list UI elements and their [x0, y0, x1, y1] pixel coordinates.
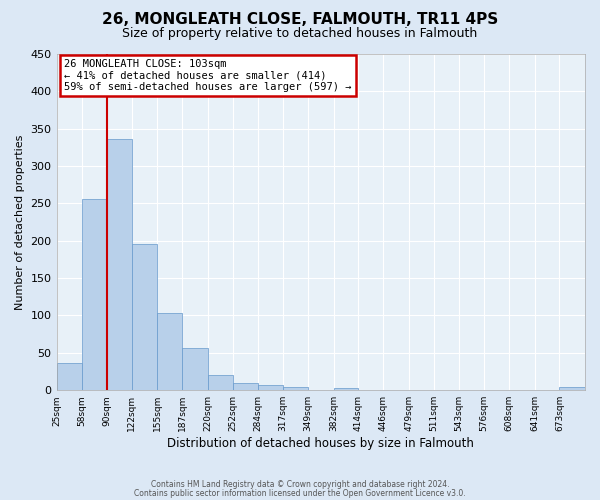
Bar	[233, 382, 257, 390]
Bar	[208, 376, 233, 390]
Bar	[559, 387, 585, 390]
X-axis label: Distribution of detached houses by size in Falmouth: Distribution of detached houses by size …	[167, 437, 474, 450]
Text: 26 MONGLEATH CLOSE: 103sqm
← 41% of detached houses are smaller (414)
59% of sem: 26 MONGLEATH CLOSE: 103sqm ← 41% of deta…	[64, 59, 352, 92]
Text: Contains public sector information licensed under the Open Government Licence v3: Contains public sector information licen…	[134, 488, 466, 498]
Bar	[182, 348, 208, 390]
Text: Contains HM Land Registry data © Crown copyright and database right 2024.: Contains HM Land Registry data © Crown c…	[151, 480, 449, 489]
Bar	[107, 139, 132, 390]
Y-axis label: Number of detached properties: Number of detached properties	[15, 134, 25, 310]
Bar	[283, 387, 308, 390]
Bar	[257, 385, 283, 390]
Bar	[334, 388, 358, 390]
Text: 26, MONGLEATH CLOSE, FALMOUTH, TR11 4PS: 26, MONGLEATH CLOSE, FALMOUTH, TR11 4PS	[102, 12, 498, 28]
Text: Size of property relative to detached houses in Falmouth: Size of property relative to detached ho…	[122, 28, 478, 40]
Bar	[157, 314, 182, 390]
Bar	[82, 199, 107, 390]
Bar	[56, 364, 82, 390]
Bar	[132, 244, 157, 390]
